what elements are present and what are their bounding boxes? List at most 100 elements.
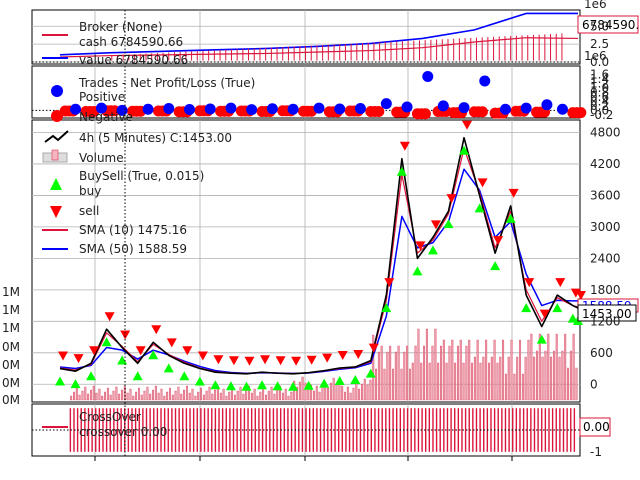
trades-y-tick-label: 1.4 (590, 72, 609, 86)
volume-bar (87, 393, 90, 401)
sell-marker (555, 278, 566, 288)
volume-bar (386, 351, 389, 401)
volume-bar (197, 391, 200, 401)
negative-trade-point (476, 106, 488, 118)
positive-trade-point (499, 103, 511, 115)
sell-marker (166, 338, 177, 348)
broker-panel (31, 9, 581, 65)
sell-marker (306, 355, 317, 365)
volume-bar (372, 334, 375, 401)
buy-marker (396, 166, 407, 176)
volume-bar (502, 339, 505, 401)
buy-legend-swatch (50, 178, 62, 190)
volume-bar (307, 389, 310, 401)
volume-bar (479, 362, 482, 401)
sell-marker (89, 346, 100, 356)
volume-bar (70, 395, 73, 401)
positive-trade-point (422, 71, 434, 83)
volume-bar (132, 395, 135, 401)
broker-y-tick-label: 5.0 (590, 19, 609, 33)
sell-marker (576, 291, 586, 301)
sell-marker (104, 312, 115, 322)
volume-bar (473, 356, 476, 401)
volume-bar (533, 356, 536, 401)
volume-bar (262, 387, 265, 401)
crossover-legend-label: crossover 0.00 (79, 425, 167, 439)
volume-bar (185, 385, 188, 401)
volume-bar (468, 339, 471, 401)
buy-marker (365, 368, 376, 378)
buy-marker (179, 371, 190, 381)
buy-marker (319, 378, 330, 388)
volume-bar (389, 345, 392, 401)
volume-bar (118, 393, 121, 401)
trades-y-tick-label: 0.8 (590, 85, 609, 99)
volume-bar (137, 387, 140, 401)
buy-marker (334, 376, 345, 386)
volume-bar (188, 392, 191, 401)
sell-marker (384, 278, 395, 288)
sell-marker (260, 355, 271, 365)
positive-trade-point (142, 103, 154, 115)
price-y-tick-label: 1800 (590, 283, 621, 297)
volume-bar (352, 387, 355, 401)
volume-bar (281, 392, 284, 401)
crossover-last-value-box (579, 417, 611, 437)
volume-bar (527, 339, 530, 401)
sell-legend-label: sell (79, 204, 99, 218)
volume-bar (225, 395, 228, 401)
sell-marker (197, 351, 208, 361)
value-legend-label: value 6784590.66 (79, 53, 188, 67)
volume-bar (459, 339, 462, 401)
volume-bar (490, 356, 493, 401)
trades-y-tick-label: 0.2 (590, 99, 609, 113)
volume-bar (106, 387, 109, 401)
volume-bar (81, 390, 84, 401)
volume-bar (476, 339, 479, 401)
volume-bar (369, 379, 372, 401)
sell-marker (462, 120, 473, 130)
volume-bar (375, 368, 378, 401)
volume-bar (572, 333, 575, 401)
sell-marker (322, 353, 333, 363)
volume-bar (200, 387, 202, 401)
volume-bar (434, 328, 437, 401)
volume-bar (95, 392, 98, 401)
volume-bar (485, 339, 488, 401)
trades-y-tick-label: -0.2 (590, 108, 613, 122)
volume-bar (346, 386, 349, 401)
crossover-last-value: 0.00 (583, 420, 610, 434)
volume-bar (160, 388, 163, 401)
volume-bar (451, 339, 454, 401)
price-y-tick-label: 3600 (590, 188, 621, 202)
volume-bar (321, 386, 324, 401)
volume-bar (360, 383, 363, 401)
volume-bar (440, 345, 442, 401)
volume-bar (92, 385, 95, 401)
volume-bar (516, 356, 519, 401)
close-last-value-box (577, 304, 637, 322)
volume-bar (233, 394, 236, 401)
volume-bar (377, 351, 380, 401)
price-y-tick-label: 3000 (590, 220, 621, 234)
volume-bar (425, 328, 428, 401)
buy-marker (459, 145, 470, 155)
volume-bar (315, 385, 318, 401)
volume-bar (513, 373, 516, 401)
negative-trade-point (575, 107, 587, 119)
buy-marker (288, 381, 299, 391)
positive-trade-point (437, 100, 449, 112)
volume-bar (149, 393, 152, 401)
positive-trade-point (95, 102, 107, 114)
buy-marker (194, 376, 205, 386)
volume-bar (431, 345, 434, 401)
sell-marker (73, 354, 84, 364)
sell-marker (368, 343, 379, 353)
buy-marker (241, 381, 252, 391)
negative-legend-label: Negative (79, 110, 133, 124)
sell-marker (151, 325, 162, 335)
volume-bar (561, 350, 564, 401)
buy-marker (148, 350, 159, 360)
sma50-legend-label: SMA (50) 1588.59 (79, 242, 187, 256)
volume-bar (465, 345, 468, 401)
